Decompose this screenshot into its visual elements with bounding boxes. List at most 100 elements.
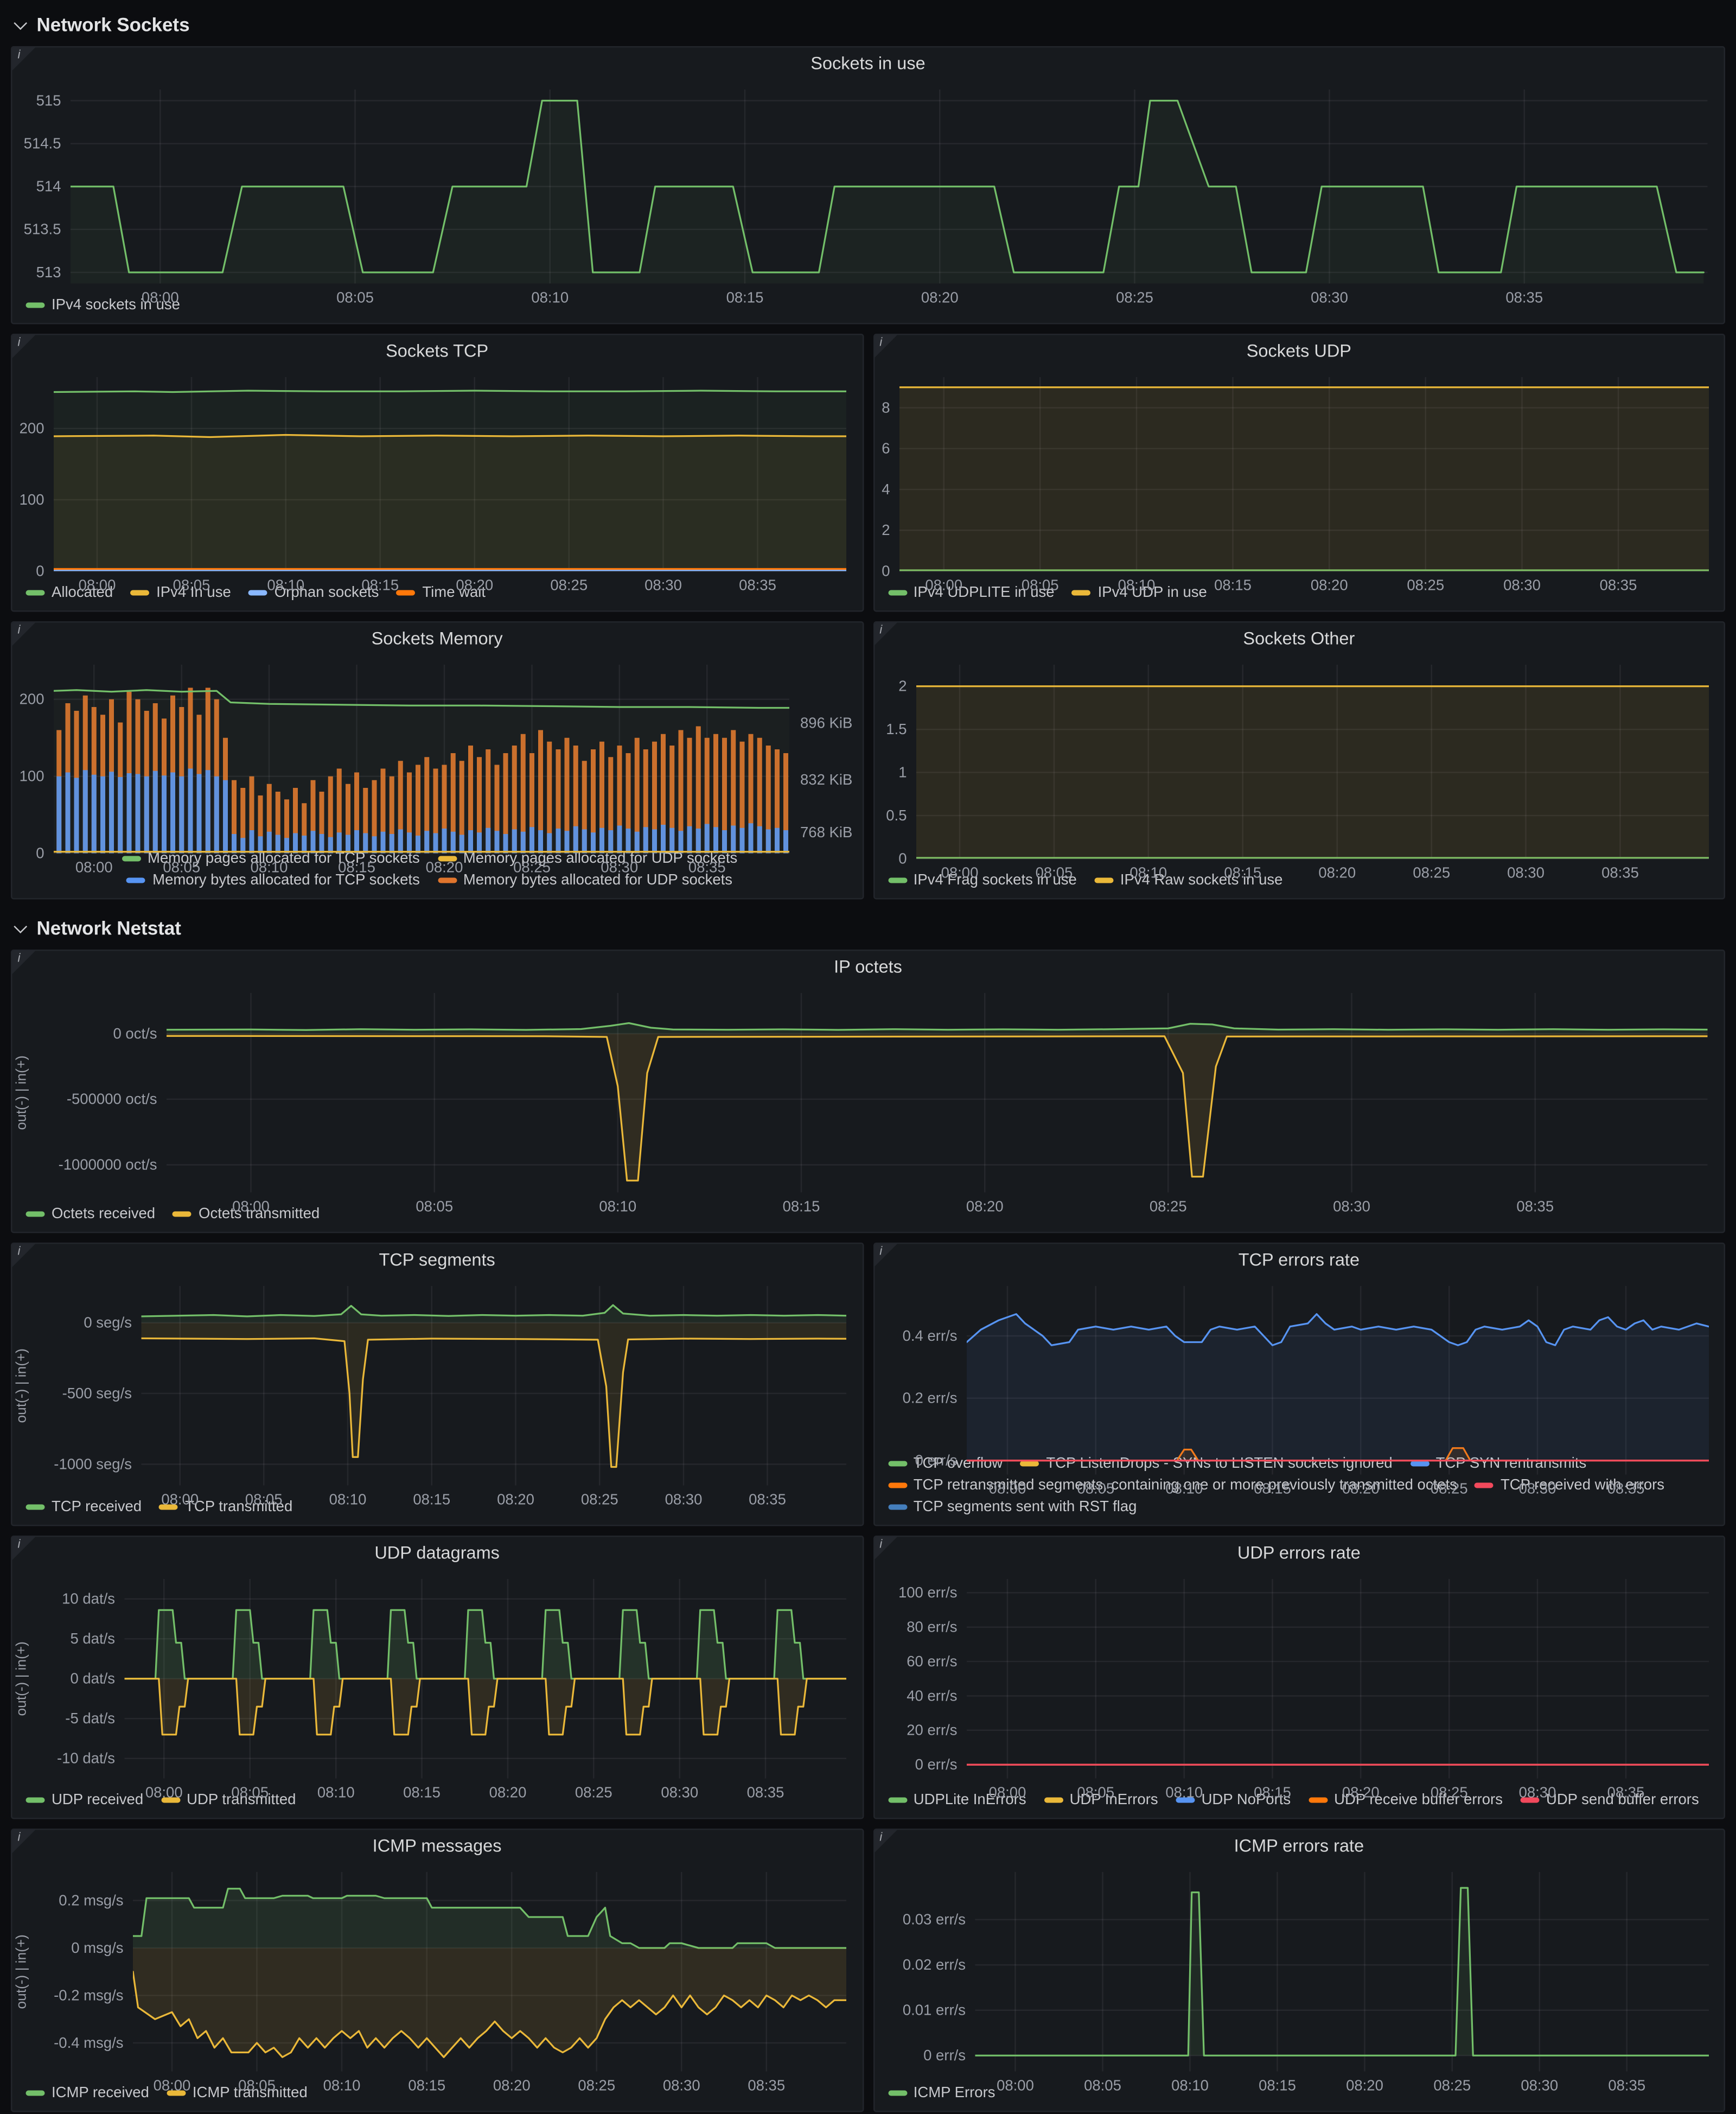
panel-title[interactable]: ICMP messages (372, 1835, 502, 1856)
legend-item[interactable]: TCP retransmitted segments, containing o… (888, 1475, 1457, 1497)
legend-label: ICMP Errors (913, 2085, 995, 2102)
svg-text:08:15: 08:15 (1258, 2077, 1295, 2094)
legend-item[interactable]: ICMP transmitted (167, 2083, 308, 2104)
svg-text:513.5: 513.5 (24, 221, 61, 238)
panel-title[interactable]: ICMP errors rate (1234, 1835, 1364, 1856)
legend-item[interactable]: IPv4 Raw sockets in use (1094, 870, 1282, 892)
legend-item[interactable]: TCP segments sent with RST flag (888, 1497, 1137, 1518)
legend-item[interactable]: Orphan sockets (248, 582, 379, 604)
panel-title[interactable]: Sockets Other (1243, 628, 1355, 649)
legend-item[interactable]: TCP ListenDrops - SYNs to LISTEN sockets… (1020, 1453, 1393, 1475)
legend-item[interactable]: TCP received (25, 1497, 142, 1518)
chart-sockets-other[interactable]: 0 0.5 1 1.5 2 08:00 08:05 08:10 08:15 08:20 08:25 0… (874, 655, 1724, 881)
series-color-mark (1410, 1461, 1429, 1467)
chart-sockets-in-use[interactable]: 513 513.5 514 514.5 515 08:00 08:05 08:10 08:15 0… (12, 80, 1724, 306)
svg-text:08:35: 08:35 (1599, 577, 1636, 594)
legend-item[interactable]: UDP receive buffer errors (1308, 1790, 1503, 1811)
legend-label: TCP transmitted (185, 1499, 293, 1516)
svg-text:0 oct/s: 0 oct/s (113, 1025, 157, 1042)
legend-label: UDP send buffer errors (1546, 1792, 1699, 1809)
panel-title[interactable]: TCP segments (379, 1249, 495, 1270)
legend-item[interactable]: TCP transmitted (159, 1497, 293, 1518)
legend-item[interactable]: IPv4 Frag sockets in use (888, 870, 1077, 892)
chart-udp-datagrams[interactable]: 10 dat/s 5 dat/s 0 dat/s -5 dat/s -10 dat/s 0… (12, 1570, 862, 1801)
legend-item[interactable]: IPv4 UDPLITE in use (888, 582, 1055, 604)
legend-item[interactable]: TCP overflow (888, 1453, 1003, 1475)
svg-text:08:10: 08:10 (1171, 2077, 1208, 2094)
section-title: Network Netstat (36, 917, 181, 939)
chart-tcp-errors-rate[interactable]: 0 err/s 0.2 err/s 0.4 err/s 08:00 08:05 08:10… (874, 1277, 1724, 1497)
legend-item[interactable]: Allocated (25, 582, 113, 604)
chart-icmp-errors-rate[interactable]: 0 err/s 0.01 err/s 0.02 err/s 0.03 err/s 08:… (874, 1863, 1724, 2094)
series-color-mark (25, 1797, 45, 1803)
svg-text:0.2 msg/s: 0.2 msg/s (59, 1892, 123, 1908)
legend-item[interactable]: UDPLite InErrors (888, 1790, 1026, 1811)
section-header-1[interactable]: Network Netstat (14, 912, 1725, 944)
legend: TCP overflow TCP ListenDrops - SYNs to LI… (874, 1451, 1724, 1525)
section-title: Network Sockets (36, 14, 190, 35)
panel-title[interactable]: Sockets UDP (1246, 340, 1352, 361)
chart-sockets-tcp[interactable]: 0 100 200 08:00 08:05 08:10 08:15 08:20 08:25 08:… (12, 368, 862, 594)
legend-item[interactable]: IPv4 sockets in use (25, 295, 180, 316)
legend: Allocated IPv4 In use Orphan sockets Time w… (12, 581, 862, 610)
svg-text:08:20: 08:20 (426, 859, 463, 876)
svg-text:08:30: 08:30 (661, 1784, 698, 1801)
legend-item[interactable]: IPv4 UDP in use (1072, 582, 1207, 604)
legend-item[interactable]: UDP transmitted (161, 1790, 296, 1811)
series-color-mark (173, 1211, 192, 1217)
panel-title[interactable]: TCP errors rate (1238, 1249, 1360, 1270)
legend-label: UDP NoPorts (1201, 1792, 1291, 1809)
chart-tcp-segments[interactable]: 0 seg/s -500 seg/s -1000 seg/s 08:00 08:05 08… (12, 1277, 862, 1508)
section-header-0[interactable]: Network Sockets (14, 8, 1725, 41)
svg-text:08:30: 08:30 (1333, 1198, 1370, 1215)
chevron-down-icon (14, 16, 28, 29)
legend-item[interactable]: UDP send buffer errors (1520, 1790, 1699, 1811)
chart-udp-errors-rate[interactable]: 0 err/s 20 err/s 40 err/s 60 err/s 80 err/s 1… (874, 1570, 1724, 1801)
svg-text:08:35: 08:35 (749, 1491, 786, 1508)
legend-item[interactable]: TCP received with errors (1475, 1475, 1664, 1497)
svg-text:08:30: 08:30 (1311, 289, 1348, 306)
chart-sockets-memory[interactable]: 0 100 200 08:00 08:05 08:10 08:15 08:20 08:25 08:… (12, 655, 862, 876)
svg-text:-500000 oct/s: -500000 oct/s (67, 1091, 157, 1107)
legend-item[interactable]: ICMP Errors (888, 2083, 995, 2104)
panel-title[interactable]: UDP errors rate (1237, 1542, 1361, 1563)
panel-title[interactable]: Sockets TCP (386, 340, 489, 361)
legend-label: ICMP received (52, 2085, 149, 2102)
panel-icmp-errors-rate: i ICMP errors rate 0 err/s 0.01 err/s 0.02 e… (872, 1829, 1725, 2112)
legend-item[interactable]: Memory bytes allocated for UDP sockets (437, 870, 732, 892)
series-color-mark (25, 1504, 45, 1510)
panel-title[interactable]: Sockets Memory (371, 628, 503, 649)
svg-text:08:25: 08:25 (1150, 1198, 1187, 1215)
svg-text:08:15: 08:15 (783, 1198, 820, 1215)
panel-title[interactable]: UDP datagrams (374, 1542, 500, 1563)
svg-text:08:05: 08:05 (1076, 1784, 1114, 1801)
svg-text:0 err/s: 0 err/s (914, 1452, 956, 1469)
legend-item[interactable]: UDP InErrors (1044, 1790, 1158, 1811)
chart-icmp-messages[interactable]: 0.2 msg/s 0 msg/s -0.2 msg/s -0.4 msg/s 08:0… (12, 1863, 862, 2094)
svg-text:08:00: 08:00 (79, 577, 116, 594)
chart-ip-octets[interactable]: 0 oct/s -500000 oct/s -1000000 oct/s 08:00 0… (12, 984, 1724, 1215)
svg-text:0: 0 (898, 850, 906, 867)
chart-sockets-udp[interactable]: 0 2 4 6 8 08:00 08:05 08:10 08:15 08:20 08:25 08:30… (874, 368, 1724, 594)
svg-text:out(-) | in(+): out(-) | in(+) (13, 1348, 29, 1423)
svg-text:08:30: 08:30 (1518, 1480, 1555, 1497)
svg-text:08:20: 08:20 (921, 289, 959, 306)
legend-item[interactable]: IPv4 In use (130, 582, 231, 604)
legend-item[interactable]: Memory bytes allocated for TCP sockets (126, 870, 420, 892)
series-color-mark (396, 590, 416, 596)
legend-item[interactable]: UDP NoPorts (1176, 1790, 1291, 1811)
legend-item[interactable]: Octets received (25, 1204, 155, 1225)
legend-label: TCP segments sent with RST flag (913, 1499, 1137, 1516)
legend-item[interactable]: UDP received (25, 1790, 143, 1811)
legend-item[interactable]: Octets transmitted (173, 1204, 320, 1225)
legend-item[interactable]: Time wait (396, 582, 486, 604)
legend-item[interactable]: TCP SYN rentransmits (1410, 1453, 1586, 1475)
series-color-mark (159, 1504, 178, 1510)
panel-title[interactable]: Sockets in use (810, 53, 926, 74)
panel-title[interactable]: IP octets (834, 956, 902, 977)
svg-text:08:20: 08:20 (497, 1491, 534, 1508)
svg-text:08:15: 08:15 (338, 859, 375, 876)
svg-text:08:20: 08:20 (456, 577, 493, 594)
panel-sockets-memory: i Sockets Memory 0 100 200 08:00 08:05 08:10 08:… (11, 621, 864, 900)
legend-item[interactable]: ICMP received (25, 2083, 149, 2104)
